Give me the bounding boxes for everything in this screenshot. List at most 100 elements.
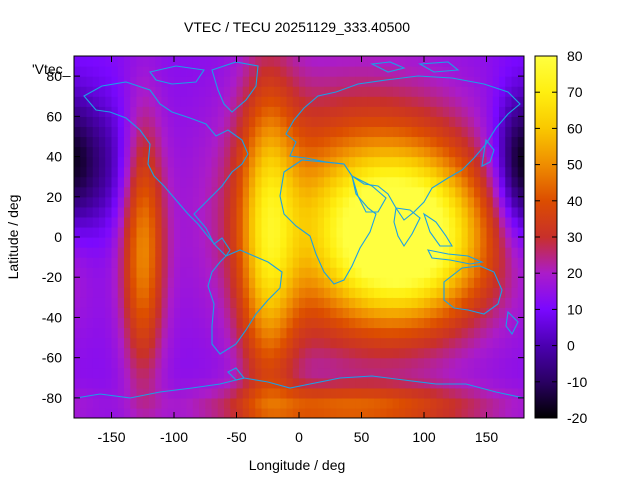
heatmap-cell xyxy=(117,156,125,168)
heatmap-cell xyxy=(380,267,388,278)
heatmap-cell xyxy=(430,146,438,158)
heatmap-cell xyxy=(324,56,331,67)
heatmap-cell xyxy=(174,216,181,228)
heatmap-cell xyxy=(442,257,450,268)
heatmap-cell xyxy=(161,297,169,308)
heatmap-cell xyxy=(280,196,288,208)
heatmap-cell xyxy=(392,277,400,288)
heatmap-cell xyxy=(267,136,275,148)
heatmap-cell xyxy=(449,146,456,158)
heatmap-cell xyxy=(155,206,163,218)
heatmap-cell xyxy=(399,287,406,298)
heatmap-cell xyxy=(167,86,175,97)
heatmap-cell xyxy=(155,226,163,238)
heatmap-cell xyxy=(286,337,294,349)
heatmap-cell xyxy=(480,387,488,399)
heatmap-cell xyxy=(74,146,81,158)
heatmap-cell xyxy=(299,287,306,298)
heatmap-cell xyxy=(74,216,81,228)
heatmap-cell xyxy=(205,387,213,399)
heatmap-cell xyxy=(242,307,250,319)
heatmap-cell xyxy=(417,66,425,77)
heatmap-cell xyxy=(167,226,175,238)
heatmap-cell xyxy=(117,86,125,97)
heatmap-cell xyxy=(111,76,119,87)
heatmap-cell xyxy=(167,196,175,208)
heatmap-cell xyxy=(299,407,306,418)
heatmap-cell xyxy=(367,267,375,278)
heatmap-cell xyxy=(186,176,194,188)
heatmap-cell xyxy=(455,116,463,127)
heatmap-cell xyxy=(142,106,150,117)
heatmap-cell xyxy=(436,407,444,418)
heatmap-cell xyxy=(80,247,88,258)
heatmap-cell xyxy=(155,277,163,288)
heatmap-cell xyxy=(105,377,113,389)
heatmap-cell xyxy=(299,297,306,308)
heatmap-cell xyxy=(174,257,181,268)
heatmap-cell xyxy=(436,367,444,379)
heatmap-cell xyxy=(492,226,500,238)
heatmap-cell xyxy=(249,237,256,248)
heatmap-cell xyxy=(86,327,94,339)
heatmap-cell xyxy=(180,277,188,288)
heatmap-cell xyxy=(161,206,169,218)
heatmap-cell xyxy=(311,307,319,319)
heatmap-cell xyxy=(399,307,406,319)
heatmap-cell xyxy=(299,347,306,359)
heatmap-cell xyxy=(511,327,519,339)
heatmap-cell xyxy=(130,267,138,278)
heatmap-cell xyxy=(105,66,113,77)
heatmap-cell xyxy=(186,86,194,97)
heatmap-cell xyxy=(386,166,394,178)
heatmap-cell xyxy=(280,156,288,168)
heatmap-cell xyxy=(517,56,524,67)
heatmap-cell xyxy=(405,216,413,228)
heatmap-cell xyxy=(424,277,431,288)
heatmap-cell xyxy=(405,367,413,379)
heatmap-cell xyxy=(342,277,350,288)
heatmap-cell xyxy=(280,96,288,107)
heatmap-cell xyxy=(399,377,406,389)
heatmap-cell xyxy=(124,247,131,258)
heatmap-cell xyxy=(361,136,369,148)
heatmap-cell xyxy=(167,186,175,198)
heatmap-cell xyxy=(130,317,138,329)
heatmap-cell xyxy=(455,56,463,67)
heatmap-cell xyxy=(117,186,125,198)
heatmap-cell xyxy=(499,357,506,369)
heatmap-cell xyxy=(74,176,81,188)
heatmap-cell xyxy=(467,196,475,208)
heatmap-cell xyxy=(411,156,419,168)
heatmap-cell xyxy=(205,317,213,329)
heatmap-cell xyxy=(442,357,450,369)
heatmap-cell xyxy=(361,377,369,389)
heatmap-cell xyxy=(105,146,113,158)
heatmap-cell xyxy=(424,247,431,258)
heatmap-cell xyxy=(142,126,150,138)
heatmap-cell xyxy=(199,126,206,138)
heatmap-cell xyxy=(392,116,400,127)
heatmap-cell xyxy=(349,166,356,178)
heatmap-cell xyxy=(74,277,81,288)
heatmap-cell xyxy=(480,367,488,379)
heatmap-cell xyxy=(161,337,169,349)
heatmap-cell xyxy=(367,357,375,369)
heatmap-cell xyxy=(505,237,513,248)
heatmap-cell xyxy=(92,237,100,248)
heatmap-cell xyxy=(199,96,206,107)
heatmap-cell xyxy=(180,237,188,248)
heatmap-cell xyxy=(411,347,419,359)
heatmap-cell xyxy=(167,206,175,218)
heatmap-cell xyxy=(511,116,519,127)
y-tick-label: -20 xyxy=(42,269,62,285)
heatmap-cell xyxy=(399,126,406,138)
heatmap-cell xyxy=(430,347,438,359)
heatmap-cell xyxy=(349,206,356,218)
heatmap-cell xyxy=(461,56,469,67)
heatmap-cell xyxy=(417,176,425,188)
heatmap-cell xyxy=(142,367,150,379)
heatmap-cell xyxy=(155,66,163,77)
heatmap-cell xyxy=(349,287,356,298)
heatmap-cell xyxy=(249,116,256,127)
